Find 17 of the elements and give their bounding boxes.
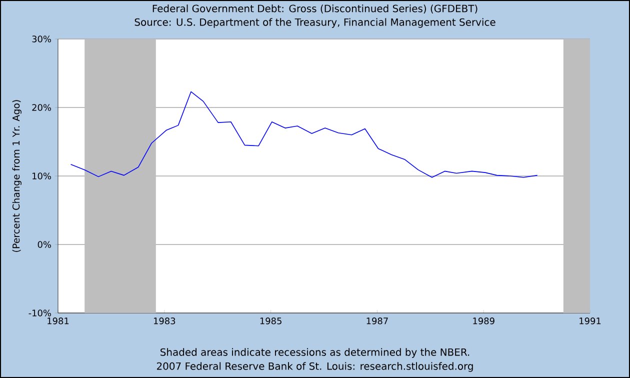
y-axis-title: (Percent Change from 1 Yr. Ago) bbox=[12, 100, 22, 252]
chart-subtitle: Source: U.S. Department of the Treasury, Financial Management Service bbox=[134, 18, 496, 28]
x-tick-label: 1987 bbox=[366, 318, 388, 324]
x-tick-label: 1983 bbox=[154, 318, 176, 324]
chart-title: Federal Government Debt: Gross (Discontinued Series) (GFDEBT) bbox=[152, 4, 478, 14]
text: 2007 Federal Reserve Bank of St. Louis: research.stlouisfed.org bbox=[156, 362, 473, 372]
y-tick-label: 20% bbox=[32, 104, 51, 111]
x-tick-label: 1989 bbox=[473, 318, 494, 324]
y-tick-label: -10% bbox=[28, 310, 51, 316]
y-tick-label: 30% bbox=[32, 36, 51, 42]
y-tick-label: 0% bbox=[38, 241, 51, 248]
x-tick-label: 1985 bbox=[260, 318, 282, 324]
x-tick-label: 1991 bbox=[580, 318, 601, 324]
line-series bbox=[70, 91, 538, 178]
text: Shaded areas indicate recessions as determined by the NBER. bbox=[160, 348, 470, 358]
y-tick-label: 10% bbox=[32, 172, 51, 180]
x-tick-label: 1981 bbox=[48, 318, 69, 324]
